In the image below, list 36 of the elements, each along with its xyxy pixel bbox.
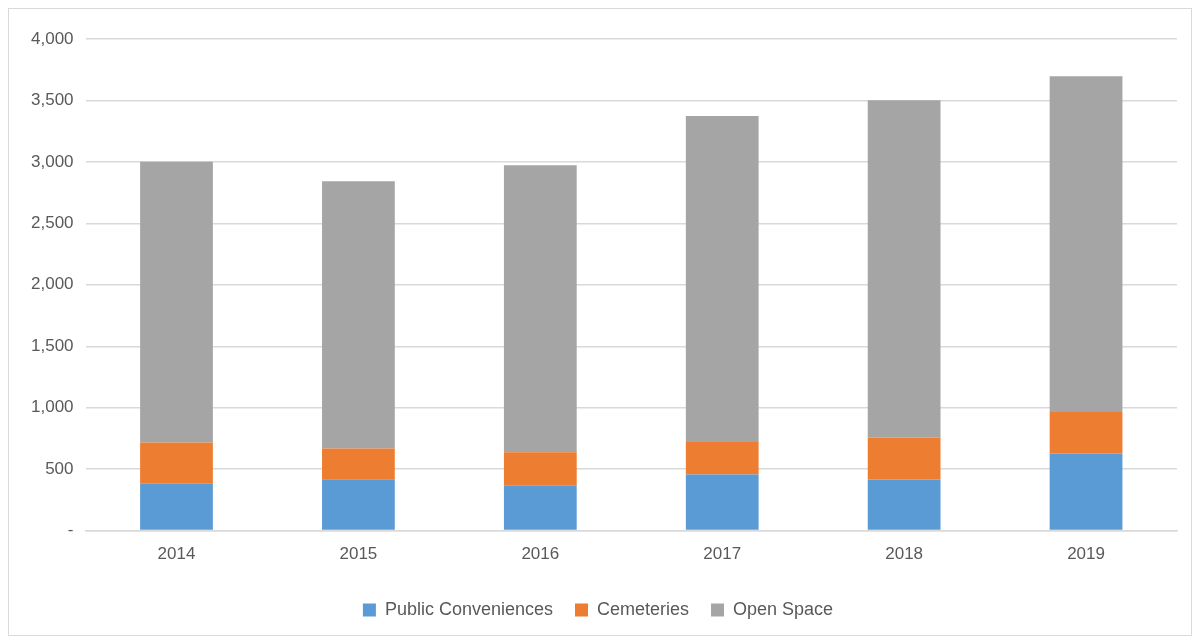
legend-label: Public Conveniences (384, 598, 554, 619)
y-tick-label: - (67, 520, 74, 540)
bar (322, 479, 395, 530)
bar (322, 181, 395, 449)
x-tick-label: 2019 (1067, 544, 1105, 564)
bar (1049, 453, 1123, 530)
bar (503, 485, 577, 530)
bar (503, 452, 577, 486)
bar (685, 116, 759, 443)
bar (322, 448, 395, 480)
bar (867, 100, 941, 438)
x-tick-label: 2016 (521, 544, 560, 564)
y-tick-label: 4,000 (30, 28, 74, 48)
bar (685, 474, 759, 530)
bar (140, 442, 213, 484)
y-tick-label: 3,500 (30, 90, 74, 110)
bar (140, 161, 213, 443)
bar (1049, 412, 1123, 454)
bar (503, 165, 577, 453)
y-tick-label: 1,000 (30, 397, 74, 417)
bar (1049, 76, 1123, 413)
x-tick-label: 2014 (157, 544, 196, 564)
x-tick-label: 2018 (885, 544, 924, 564)
bar (685, 442, 759, 475)
y-tick-label: 2,000 (30, 274, 74, 294)
y-tick-label: 3,000 (30, 151, 74, 171)
x-tick-label: 2015 (339, 544, 378, 564)
bar (867, 479, 941, 530)
x-tick-label: 2017 (703, 544, 742, 564)
bar (140, 483, 213, 530)
y-tick-label: 1,500 (30, 335, 74, 355)
bar (867, 437, 941, 480)
y-tick-label: 2,500 (30, 213, 74, 233)
legend-label: Cemeteries (597, 598, 690, 619)
y-tick-label: 500 (45, 458, 74, 478)
legend-label: Open Space (733, 598, 834, 619)
